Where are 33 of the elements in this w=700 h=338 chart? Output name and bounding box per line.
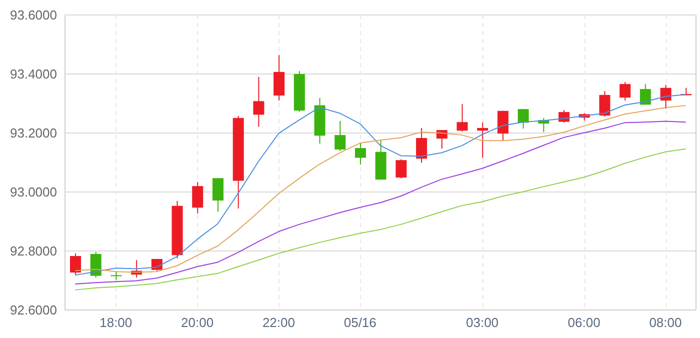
candlestick — [518, 108, 529, 130]
candlestick — [334, 120, 346, 152]
candlestick — [660, 84, 672, 110]
y-tick-label: 93.0000 — [10, 184, 57, 200]
x-tick-label: 20:00 — [181, 315, 214, 330]
candlestick — [354, 142, 366, 166]
candlestick — [599, 90, 610, 117]
y-tick-label: 93.6000 — [10, 8, 57, 23]
x-tick-label: 22:00 — [262, 315, 295, 330]
candlestick — [396, 158, 407, 179]
x-tick-label: 06:00 — [568, 315, 600, 330]
candlestick — [90, 251, 102, 278]
candlestick — [456, 104, 468, 132]
y-tick-label: 92.6000 — [10, 302, 57, 318]
y-tick-label: 93.2000 — [10, 126, 57, 141]
line-series — [74, 120, 686, 285]
candlestick — [620, 81, 631, 102]
line-series — [74, 148, 686, 290]
candlestick — [70, 252, 81, 276]
x-tick-label: 05/16 — [344, 315, 376, 330]
candlestick — [416, 127, 428, 164]
x-tick-label: 03:00 — [466, 315, 499, 330]
y-tick-label: 93.4000 — [10, 66, 57, 82]
candlestick — [497, 110, 508, 142]
candlestick — [212, 178, 224, 212]
candlestick — [558, 109, 570, 124]
candlestick — [477, 122, 488, 158]
candlestick — [253, 76, 264, 128]
x-tick-label: 08:00 — [649, 315, 682, 330]
x-tick-label: 18:00 — [100, 315, 132, 330]
candlestick — [274, 54, 285, 102]
candlestick — [192, 181, 204, 214]
y-tick-label: 92.8000 — [10, 244, 57, 259]
